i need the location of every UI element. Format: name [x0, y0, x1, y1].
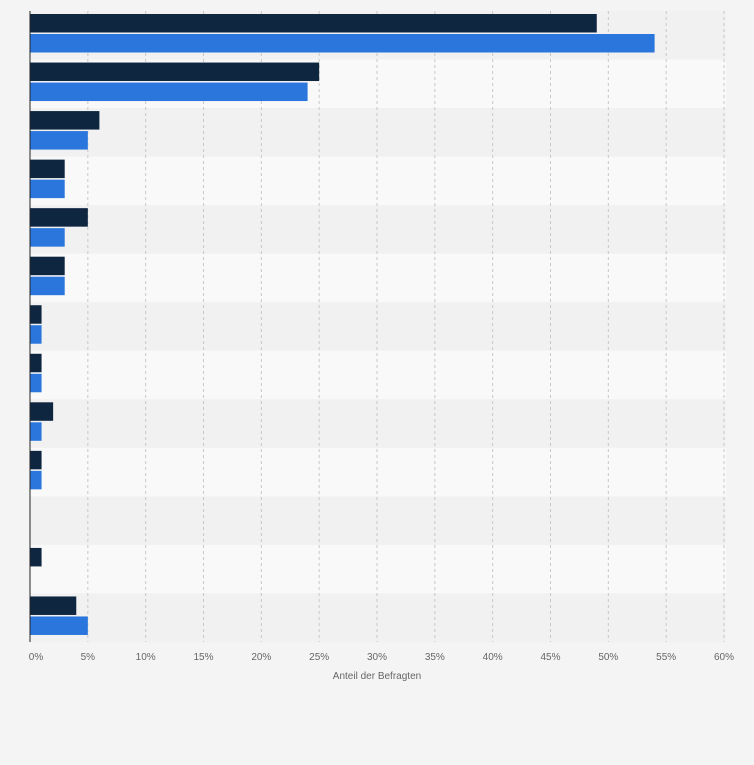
row-band	[30, 399, 726, 448]
bar-series-1[interactable]	[30, 450, 42, 470]
x-tick-label: 55%	[656, 652, 676, 663]
x-tick-label: 20%	[251, 652, 271, 663]
bar-series-2[interactable]	[30, 422, 42, 441]
bar-series-2[interactable]	[30, 616, 88, 635]
x-tick-label: 45%	[540, 652, 560, 663]
bar-series-1[interactable]	[30, 353, 42, 373]
bar-series-1[interactable]	[30, 402, 54, 421]
bar-series-2[interactable]	[30, 276, 65, 296]
bar-series-2[interactable]	[30, 470, 42, 490]
bar-series-2[interactable]	[30, 131, 88, 150]
row-band	[30, 544, 726, 594]
bar-series-2[interactable]	[30, 82, 308, 102]
x-tick-label: 10%	[136, 652, 156, 663]
row-band	[30, 108, 726, 157]
x-tick-label: 40%	[483, 652, 503, 663]
x-tick-label: 5%	[81, 652, 96, 663]
bar-series-1[interactable]	[30, 159, 65, 179]
row-band	[30, 496, 726, 545]
row-band	[30, 156, 726, 206]
bar-series-1[interactable]	[30, 111, 100, 130]
bar-series-1[interactable]	[30, 208, 88, 227]
row-band	[30, 205, 726, 254]
row-band	[30, 302, 726, 351]
row-bands	[30, 11, 726, 642]
x-axis-label: Anteil der Befragten	[333, 671, 421, 682]
bar-series-1[interactable]	[30, 547, 42, 567]
x-tick-label: 30%	[367, 652, 387, 663]
bar-series-2[interactable]	[30, 325, 42, 344]
x-tick-label: 50%	[598, 652, 618, 663]
x-tick-label: 35%	[425, 652, 445, 663]
row-band	[30, 253, 726, 303]
bar-series-1[interactable]	[30, 14, 597, 33]
bars	[30, 14, 655, 635]
bar-series-2[interactable]	[30, 179, 65, 199]
row-band	[30, 350, 726, 400]
bar-series-1[interactable]	[30, 305, 42, 324]
x-tick-label: 0%	[29, 652, 44, 663]
bar-series-2[interactable]	[30, 34, 655, 53]
x-tick-labels: 0% 5% 10% 15% 20% 25% 30% 35% 40% 45% 50% 55% 60%	[29, 652, 734, 663]
x-tick-label: 25%	[309, 652, 329, 663]
row-band	[30, 593, 726, 642]
row-band	[30, 447, 726, 497]
x-tick-label: 60%	[714, 652, 734, 663]
bar-series-1[interactable]	[30, 596, 77, 615]
bar-series-2[interactable]	[30, 228, 65, 247]
bar-series-1[interactable]	[30, 256, 65, 276]
bar-series-2[interactable]	[30, 373, 42, 393]
bar-series-1[interactable]	[30, 62, 320, 82]
x-tick-label: 15%	[193, 652, 213, 663]
